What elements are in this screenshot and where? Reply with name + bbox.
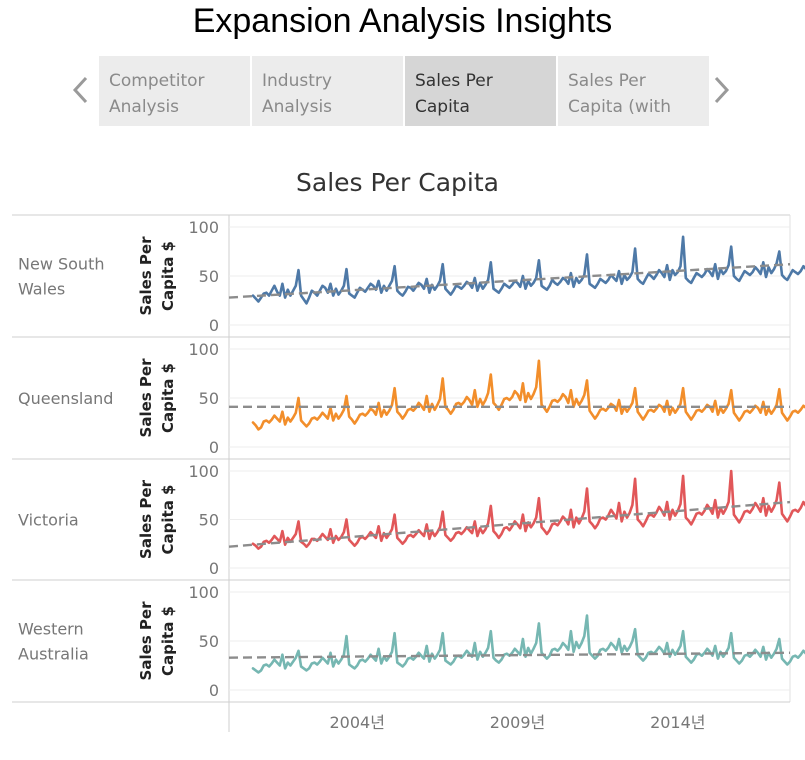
x-tick-label: 2004년 [330,713,385,732]
y-axis-title: Sales Per Capita $ [137,236,177,316]
next-arrow-icon[interactable] [708,70,734,110]
y-tick-label: 0 [209,438,219,457]
previous-arrow-icon[interactable] [68,70,94,110]
y-tick-label: 50 [199,389,219,408]
row-label-western-australia: Western Australia [18,620,89,664]
trend-line-victoria [228,500,791,548]
y-tick-label: 50 [199,267,219,286]
row-label-queensland: Queensland [18,389,113,408]
row-label-victoria: Victoria [18,511,79,530]
y-tick-label: 50 [199,511,219,530]
trend-line-new-south-wales [228,263,791,299]
x-tick-label: 2014년 [650,713,705,732]
y-tick-label: 0 [209,316,219,335]
y-axis-title: Sales Per Capita $ [137,358,177,438]
y-tick-label: 100 [188,583,219,602]
chart-title: Sales Per Capita [296,168,499,197]
story-title: Expansion Analysis Insights [192,2,613,40]
series-line-western-australia [251,614,805,674]
x-tick-label: 2009년 [490,713,545,732]
tab-sales-per-capita[interactable]: Sales Per Capita [405,56,556,126]
trend-line-western-australia [228,651,791,659]
series-line-queensland [251,359,805,431]
y-tick-label: 100 [188,218,219,237]
y-tick-label: 0 [209,559,219,578]
y-tick-label: 0 [209,681,219,700]
y-tick-label: 100 [188,340,219,359]
y-tick-label: 50 [199,632,219,651]
y-tick-label: 100 [188,462,219,481]
tab-competitor-analysis[interactable]: Competitor Analysis [99,56,250,126]
series-line-victoria [251,469,805,550]
y-axis-title: Sales Per Capita $ [137,601,177,681]
tab-industry-analysis[interactable]: Industry Analysis [252,56,403,126]
tab-sales-per-capita-with[interactable]: Sales Per Capita (with [558,56,709,126]
y-axis-title: Sales Per Capita $ [137,479,177,559]
row-label-new-south-wales: New South Wales [18,255,104,299]
story-tabs: Competitor Analysis Industry Analysis Sa… [99,56,709,126]
